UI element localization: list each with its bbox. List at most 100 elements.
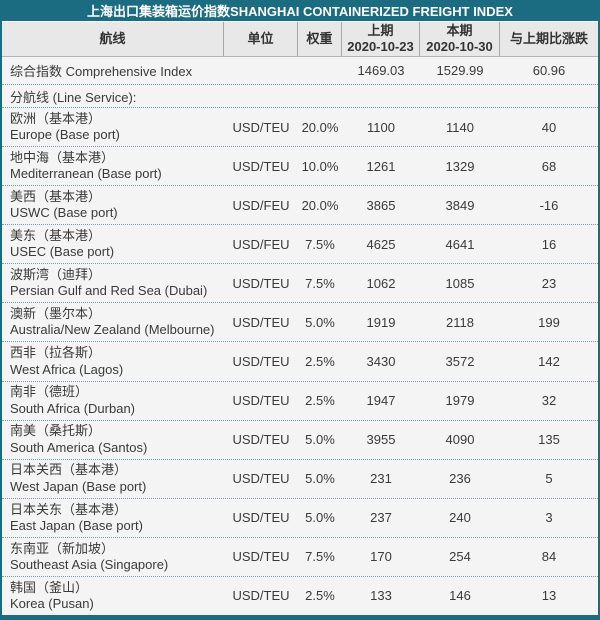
prev-value-cell: 3865 <box>366 197 396 213</box>
header-cell-prev-period: 上期 2020-10-23 <box>342 22 420 56</box>
unit-cell: USD/TEU <box>232 119 290 135</box>
header-cell-route: 航线 <box>2 22 224 56</box>
change-value-cell: -16 <box>539 197 559 213</box>
weight-cell: 20.0% <box>301 119 339 135</box>
unit-cell: USD/TEU <box>232 275 290 291</box>
table-body: 综合指数 Comprehensive Index 1469.03 1529.99… <box>2 57 598 615</box>
route-name-en: Korea (Pusan) <box>10 595 94 611</box>
current-value-cell: 4641 <box>445 236 475 252</box>
change-value-cell: 16 <box>541 236 557 252</box>
unit-cell: USD/TEU <box>232 471 290 487</box>
unit-cell: USD/TEU <box>232 588 290 604</box>
current-value-cell: 1329 <box>445 158 475 174</box>
table-row: 日本关东（基本港） East Japan (Base port) USD/TEU… <box>2 499 598 538</box>
prev-value-cell: 1100 <box>367 119 395 135</box>
prev-value-cell: 231 <box>370 471 392 487</box>
prev-value-cell: 3955 <box>366 432 396 448</box>
route-name-cell: 南非（德班） South Africa (Durban) <box>2 384 224 417</box>
change-value-cell: 68 <box>541 158 557 174</box>
comprehensive-index-row: 综合指数 Comprehensive Index 1469.03 1529.99… <box>2 57 598 85</box>
unit-cell: USD/FEU <box>232 236 290 252</box>
route-name-cn: 日本关东（基本港） <box>10 501 128 517</box>
weight-cell: 5.0% <box>305 314 335 330</box>
weight-cell: 2.5% <box>305 588 335 604</box>
route-name-cn: 欧洲（基本港） <box>10 110 102 126</box>
line-service-label: 分航线 (Line Service): <box>10 89 137 105</box>
header-cell-change: 与上期比涨跌 <box>509 31 588 47</box>
route-name-en: Persian Gulf and Red Sea (Dubai) <box>10 283 208 299</box>
route-name-cn: 澳新（墨尔本） <box>10 306 102 322</box>
route-name-en: West Africa (Lagos) <box>10 361 124 377</box>
prev-value-cell: 170 <box>370 549 392 565</box>
unit-cell: USD/FEU <box>232 197 290 213</box>
route-name-cell: 日本关西（基本港） West Japan (Base port) <box>2 462 224 495</box>
table-row: 澳新（墨尔本） Australia/New Zealand (Melbourne… <box>2 303 598 343</box>
unit-cell: USD/TEU <box>232 549 290 565</box>
current-value-cell: 1085 <box>445 275 475 291</box>
table-row: 地中海（基本港） Mediterranean (Base port) USD/T… <box>2 147 598 187</box>
weight-cell: 20.0% <box>301 197 339 213</box>
weight-cell: 7.5% <box>305 236 335 252</box>
unit-cell: USD/TEU <box>232 432 290 448</box>
header-cell-current-period: 本期 2020-10-30 <box>420 22 500 56</box>
route-name-en: USWC (Base port) <box>10 205 118 221</box>
change-value-cell: 13 <box>541 588 557 604</box>
route-name-cell: 美东（基本港） USEC (Base port) <box>2 228 224 261</box>
route-name-en: West Japan (Base port) <box>10 478 147 494</box>
route-name-cell: 美西（基本港） USWC (Base port) <box>2 189 224 222</box>
change-value-cell: 23 <box>541 275 557 291</box>
route-name-cn: 美东（基本港） <box>10 228 102 244</box>
weight-cell: 5.0% <box>305 432 335 448</box>
route-name-cell: 西非（拉各斯） West Africa (Lagos) <box>2 345 224 378</box>
table-row: 美东（基本港） USEC (Base port) USD/FEU 7.5% 46… <box>2 225 598 265</box>
current-value-cell: 236 <box>449 471 471 487</box>
route-name-cn: 波斯湾（迪拜） <box>10 267 102 283</box>
route-name-cn: 西非（拉各斯） <box>10 345 102 361</box>
route-name-en: USEC (Base port) <box>10 244 115 260</box>
change-value-cell: 40 <box>541 119 557 135</box>
prev-value-cell: 1919 <box>366 314 396 330</box>
current-value-cell: 1979 <box>445 393 475 409</box>
change-value-cell: 3 <box>545 510 553 526</box>
current-value-cell: 146 <box>449 588 471 604</box>
header-cell-unit: 单位 <box>224 22 298 56</box>
route-name-cn: 南美（桑托斯） <box>10 423 102 439</box>
route-name-cell: 地中海（基本港） Mediterranean (Base port) <box>2 150 224 183</box>
line-service-section-row: 分航线 (Line Service): <box>2 85 598 108</box>
route-name-cell: 澳新（墨尔本） Australia/New Zealand (Melbourne… <box>2 306 224 339</box>
current-value-cell: 240 <box>449 510 471 526</box>
current-period-label: 本期 <box>446 23 473 39</box>
current-value-cell: 1140 <box>446 119 474 135</box>
table-header: 航线 单位 权重 上期 2020-10-23 本期 2020-10-30 与上期… <box>2 22 598 57</box>
prev-value-cell: 133 <box>370 588 392 604</box>
route-name-en: Australia/New Zealand (Melbourne) <box>10 322 215 338</box>
weight-cell: 10.0% <box>301 158 339 174</box>
prev-period-date: 2020-10-23 <box>347 39 414 54</box>
route-name-en: Europe (Base port) <box>10 127 120 143</box>
header-cell-weight: 权重 <box>298 22 342 56</box>
weight-cell: 7.5% <box>305 275 335 291</box>
current-value-cell: 2118 <box>446 314 474 330</box>
route-name-cn: 韩国（釜山） <box>10 579 89 595</box>
weight-cell: 2.5% <box>305 393 335 409</box>
current-value-cell: 4090 <box>445 432 475 448</box>
table-row: 西非（拉各斯） West Africa (Lagos) USD/TEU 2.5%… <box>2 342 598 382</box>
table-row: 波斯湾（迪拜） Persian Gulf and Red Sea (Dubai)… <box>2 264 598 304</box>
current-period-date: 2020-10-30 <box>426 39 493 54</box>
unit-cell: USD/TEU <box>232 314 290 330</box>
unit-cell: USD/TEU <box>232 393 290 409</box>
current-value-cell: 1529.99 <box>436 63 484 78</box>
prev-period-label: 上期 <box>367 23 394 39</box>
change-value-cell: 60.96 <box>532 63 566 78</box>
route-name-en: South America (Santos) <box>10 439 148 455</box>
change-value-cell: 5 <box>545 471 553 487</box>
unit-cell: USD/TEU <box>232 510 290 526</box>
route-name-cn: 美西（基本港） <box>10 188 102 204</box>
route-name-en: Southeast Asia (Singapore) <box>10 556 169 572</box>
table-row: 韩国（釜山） Korea (Pusan) USD/TEU 2.5% 133 14… <box>2 577 598 615</box>
route-name-en: Mediterranean (Base port) <box>10 166 162 182</box>
comprehensive-index-label: 综合指数 Comprehensive Index <box>10 64 193 79</box>
prev-value-cell: 1261 <box>366 158 396 174</box>
table-row: 欧洲（基本港） Europe (Base port) USD/TEU 20.0%… <box>2 108 598 148</box>
